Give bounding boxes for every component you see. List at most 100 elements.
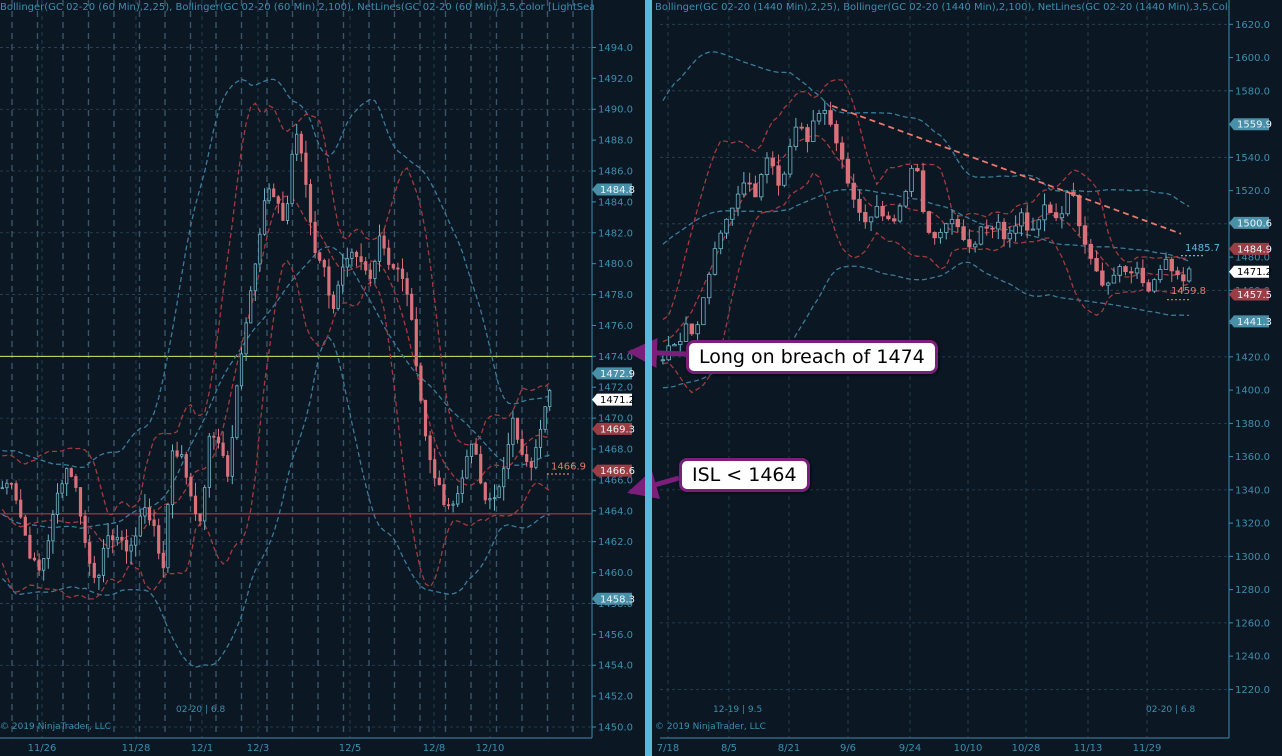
y-tick-label: 1486.0: [598, 167, 633, 178]
left-panel-title: Bollinger(GC 02-20 (60 Min),2,25), Bolli…: [0, 2, 594, 13]
candle-body: [354, 251, 359, 258]
candle-body: [525, 454, 529, 462]
long-callout-arrow: [627, 337, 687, 368]
candle-body: [115, 536, 119, 541]
y-tick-label: 1456.0: [598, 630, 633, 641]
isl-callout-arrow: [627, 470, 680, 500]
candle-body: [28, 534, 32, 559]
candle-body: [816, 113, 822, 122]
left-instrument-label: 02-20 | 6.8: [176, 705, 226, 715]
candle-body: [405, 278, 409, 295]
candle-body: [318, 252, 322, 261]
candle-body: [990, 227, 995, 230]
y-tick-label: 1460.0: [598, 568, 633, 579]
candle-body: [65, 468, 69, 485]
x-tick-label: 12/8: [423, 743, 445, 754]
candle-body: [689, 323, 695, 335]
candle-body: [327, 266, 331, 296]
candle-body: [805, 127, 810, 143]
price-tag: 1466.6: [592, 464, 635, 477]
candle-body: [492, 497, 497, 500]
candle-body: [497, 486, 501, 499]
candle-body: [520, 438, 524, 455]
candle-body: [891, 218, 897, 222]
candle-body: [822, 110, 828, 114]
candle-body: [295, 133, 299, 155]
price-tag-bg: [1229, 315, 1269, 328]
price-tag: 1559.9: [1229, 118, 1272, 131]
x-tick-label: 10/28: [1012, 743, 1041, 754]
candle-body: [267, 188, 271, 202]
candle-body: [529, 461, 533, 468]
price-tag: 1484.9: [1229, 242, 1272, 255]
y-tick-label: 1480.0: [1235, 253, 1270, 264]
candle-body: [451, 503, 455, 506]
x-tick-label: 11/28: [122, 743, 151, 754]
candle-body: [1152, 279, 1157, 292]
candle-body: [1146, 282, 1151, 292]
candle-body: [235, 385, 239, 438]
candle-body: [735, 193, 741, 209]
x-tick-label: 9/24: [899, 743, 921, 754]
y-tick-label: 1240.0: [1235, 652, 1270, 663]
candle-body: [276, 196, 280, 204]
candle-body: [331, 294, 336, 309]
bollinger-100-dn: [662, 261, 1190, 389]
candle-body: [851, 182, 856, 200]
candle-body: [129, 544, 133, 552]
candle-body: [138, 515, 142, 537]
candle-body: [143, 507, 147, 517]
price-tag: 1471.2: [1229, 265, 1272, 278]
bollinger-25-dn: [1, 259, 551, 600]
candle-body: [712, 248, 718, 275]
candle-body: [373, 260, 377, 279]
right-background: [652, 0, 1282, 756]
candle-body: [341, 266, 345, 286]
candle-body: [161, 552, 165, 569]
candle-body: [203, 486, 207, 522]
price-tag: 1441.3: [1229, 315, 1272, 328]
candle-body: [226, 455, 230, 477]
y-tick-label: 1220.0: [1235, 685, 1270, 696]
candle-body: [313, 221, 317, 254]
x-tick-label: 7/18: [657, 743, 679, 754]
y-tick-label: 1474.0: [598, 352, 633, 363]
candle-body: [511, 417, 515, 445]
candle-body: [1019, 212, 1024, 227]
bollinger-100-dn: [1, 336, 550, 668]
candle-body: [1175, 270, 1180, 276]
candle-body: [502, 468, 506, 488]
candle-body: [230, 437, 234, 477]
candle-body: [548, 390, 552, 408]
candle-body: [543, 406, 547, 430]
candle-body: [955, 218, 961, 228]
candle-body: [776, 165, 781, 186]
candle-body: [741, 182, 747, 195]
y-tick-label: 1420.0: [1235, 352, 1270, 363]
candle-body: [111, 535, 115, 541]
bollinger-100-up: [662, 51, 1190, 208]
candle-body: [534, 447, 538, 468]
y-tick-label: 1320.0: [1235, 519, 1270, 530]
candle-body: [672, 344, 677, 347]
candle-body: [460, 477, 464, 495]
y-tick-label: 1452.0: [598, 692, 633, 703]
candle-body: [897, 205, 903, 222]
candle-body: [78, 487, 83, 517]
candle-body: [281, 202, 285, 221]
candle-body: [903, 191, 908, 207]
candle-body: [437, 477, 441, 486]
y-tick-label: 1494.0: [598, 43, 633, 54]
candle-body: [285, 203, 290, 221]
y-tick-label: 1472.0: [598, 383, 633, 394]
candle-body: [101, 547, 106, 576]
candle-body: [1129, 271, 1134, 274]
x-tick-label: 8/21: [778, 743, 800, 754]
price-tag: 1472.9: [592, 367, 635, 380]
candle-body: [396, 267, 400, 270]
left-copyright: © 2019 NinjaTrader, LLC: [0, 722, 111, 732]
candle-body: [978, 226, 984, 245]
price-tag-text: 1466.6: [600, 466, 635, 477]
panel-divider[interactable]: [645, 0, 652, 756]
candle-body: [134, 535, 138, 546]
